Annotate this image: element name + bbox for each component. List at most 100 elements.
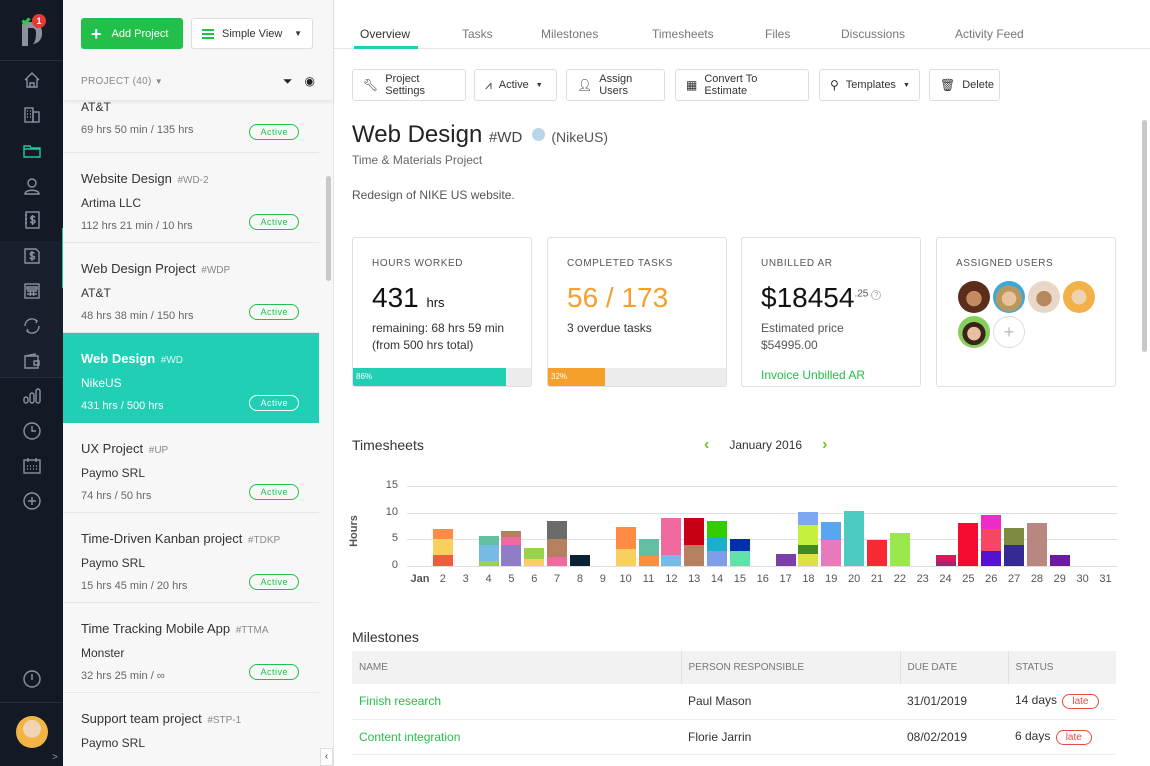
user-avatar[interactable] bbox=[958, 281, 990, 313]
bar-segment[interactable] bbox=[524, 548, 545, 559]
bar-segment[interactable] bbox=[501, 537, 522, 545]
bar-segment[interactable] bbox=[1026, 523, 1047, 566]
bar-stack[interactable] bbox=[661, 518, 682, 566]
clients-icon[interactable] bbox=[20, 103, 44, 127]
bar-segment[interactable] bbox=[432, 555, 453, 566]
add-user-button[interactable]: + bbox=[993, 316, 1025, 348]
bar-segment[interactable] bbox=[524, 558, 545, 566]
bar-stack[interactable] bbox=[547, 520, 568, 566]
convert-to-estimate-button[interactable]: ▦ Convert To Estimate bbox=[675, 69, 809, 101]
invoice-unbilled-link[interactable]: Invoice Unbilled AR bbox=[761, 368, 866, 382]
bar-stack[interactable] bbox=[844, 511, 865, 566]
bar-segment[interactable] bbox=[661, 518, 682, 555]
project-settings-button[interactable]: 🔧︎ Project Settings bbox=[352, 69, 466, 101]
bar-segment[interactable] bbox=[821, 521, 842, 540]
bar-segment[interactable] bbox=[775, 554, 796, 566]
eye-icon[interactable]: ◉ bbox=[304, 74, 315, 88]
status-dropdown[interactable]: ⩘ Active ▼ bbox=[474, 69, 557, 101]
add-project-button[interactable]: + Add Project bbox=[81, 18, 183, 49]
bar-segment[interactable] bbox=[707, 550, 728, 566]
bar-stack[interactable] bbox=[478, 535, 499, 566]
bar-segment[interactable] bbox=[798, 544, 819, 554]
bar-segment[interactable] bbox=[981, 550, 1002, 566]
bar-segment[interactable] bbox=[889, 532, 910, 566]
bar-stack[interactable] bbox=[1049, 555, 1070, 566]
bar-segment[interactable] bbox=[432, 528, 453, 540]
bar-segment[interactable] bbox=[1004, 545, 1025, 566]
bar-stack[interactable] bbox=[1026, 523, 1047, 566]
main-scrollbar[interactable] bbox=[1142, 120, 1147, 352]
power-icon[interactable] bbox=[20, 667, 44, 691]
bar-segment[interactable] bbox=[935, 554, 956, 562]
column-header-status[interactable]: STATUS bbox=[1008, 651, 1116, 684]
bar-segment[interactable] bbox=[432, 539, 453, 556]
chevron-right-icon[interactable]: › bbox=[822, 436, 828, 453]
bar-stack[interactable] bbox=[775, 554, 796, 566]
bar-stack[interactable] bbox=[432, 528, 453, 566]
bar-segment[interactable] bbox=[684, 545, 705, 566]
bar-segment[interactable] bbox=[798, 525, 819, 545]
bar-segment[interactable] bbox=[638, 538, 659, 556]
project-list-item[interactable]: UX Project #UP Paymo SRL 74 hrs / 50 hrs… bbox=[63, 423, 319, 513]
project-title-client[interactable]: (NikeUS) bbox=[551, 129, 609, 145]
milestone-name[interactable]: Finish research bbox=[352, 684, 681, 720]
bar-stack[interactable] bbox=[1004, 528, 1025, 566]
bar-segment[interactable] bbox=[981, 515, 1002, 530]
bar-segment[interactable] bbox=[547, 520, 568, 539]
bar-segment[interactable] bbox=[981, 529, 1002, 551]
project-list-item[interactable]: Time-Driven Kanban project #TDKP Paymo S… bbox=[63, 513, 319, 603]
bar-stack[interactable] bbox=[935, 554, 956, 566]
bar-segment[interactable] bbox=[547, 557, 568, 566]
estimates-icon[interactable] bbox=[20, 279, 44, 303]
bar-segment[interactable] bbox=[661, 554, 682, 566]
bar-segment[interactable] bbox=[729, 550, 750, 566]
tab-files[interactable]: Files bbox=[765, 27, 791, 41]
bar-stack[interactable] bbox=[524, 548, 545, 566]
bar-segment[interactable] bbox=[1004, 528, 1025, 546]
user-avatar[interactable] bbox=[1028, 281, 1060, 313]
invoices-icon[interactable] bbox=[20, 244, 44, 268]
time-icon[interactable] bbox=[20, 419, 44, 443]
bar-segment[interactable] bbox=[707, 520, 728, 537]
bar-stack[interactable] bbox=[821, 521, 842, 566]
bar-stack[interactable] bbox=[501, 530, 522, 566]
bar-segment[interactable] bbox=[478, 560, 499, 566]
column-header-name[interactable]: NAME bbox=[352, 651, 682, 684]
user-avatar[interactable] bbox=[1063, 281, 1095, 313]
bar-stack[interactable] bbox=[707, 520, 728, 566]
tab-activity-feed[interactable]: Activity Feed bbox=[955, 27, 1024, 41]
tab-discussions[interactable]: Discussions bbox=[841, 27, 906, 41]
payments-icon[interactable] bbox=[20, 349, 44, 373]
bar-segment[interactable] bbox=[958, 523, 979, 566]
bar-stack[interactable] bbox=[615, 527, 636, 566]
bar-stack[interactable] bbox=[798, 512, 819, 566]
project-list-item[interactable]: Web Design Project #WDP AT&T 48 hrs 38 m… bbox=[63, 243, 319, 333]
bar-stack[interactable] bbox=[981, 515, 1002, 566]
milestone-name[interactable]: Content integration bbox=[352, 719, 681, 755]
bar-stack[interactable] bbox=[958, 523, 979, 566]
bar-stack[interactable] bbox=[867, 540, 887, 566]
project-list-item[interactable]: Support team project #STP-1 Paymo SRL bbox=[63, 693, 319, 766]
project-list-scrollbar[interactable] bbox=[326, 176, 331, 281]
user-avatar[interactable] bbox=[16, 716, 48, 748]
tab-timesheets[interactable]: Timesheets bbox=[652, 27, 714, 41]
bar-stack[interactable] bbox=[889, 532, 910, 566]
users-icon[interactable] bbox=[20, 174, 44, 198]
user-avatar[interactable] bbox=[993, 281, 1025, 313]
help-icon[interactable]: ? bbox=[871, 289, 882, 300]
tab-tasks[interactable]: Tasks bbox=[462, 27, 493, 41]
reports-icon[interactable] bbox=[20, 384, 44, 408]
view-select[interactable]: Simple View ▼ bbox=[191, 18, 313, 49]
bar-stack[interactable] bbox=[729, 538, 750, 566]
bar-segment[interactable] bbox=[867, 540, 887, 566]
home-icon[interactable] bbox=[20, 68, 44, 92]
bar-segment[interactable] bbox=[798, 512, 819, 526]
bar-segment[interactable] bbox=[935, 561, 956, 566]
bar-segment[interactable] bbox=[501, 544, 522, 566]
tab-milestones[interactable]: Milestones bbox=[541, 27, 599, 41]
delete-button[interactable]: 🗑︎ Delete bbox=[929, 69, 1000, 101]
bar-segment[interactable] bbox=[707, 536, 728, 551]
bar-segment[interactable] bbox=[844, 511, 865, 566]
bar-stack[interactable] bbox=[638, 538, 659, 566]
bar-segment[interactable] bbox=[478, 535, 499, 545]
